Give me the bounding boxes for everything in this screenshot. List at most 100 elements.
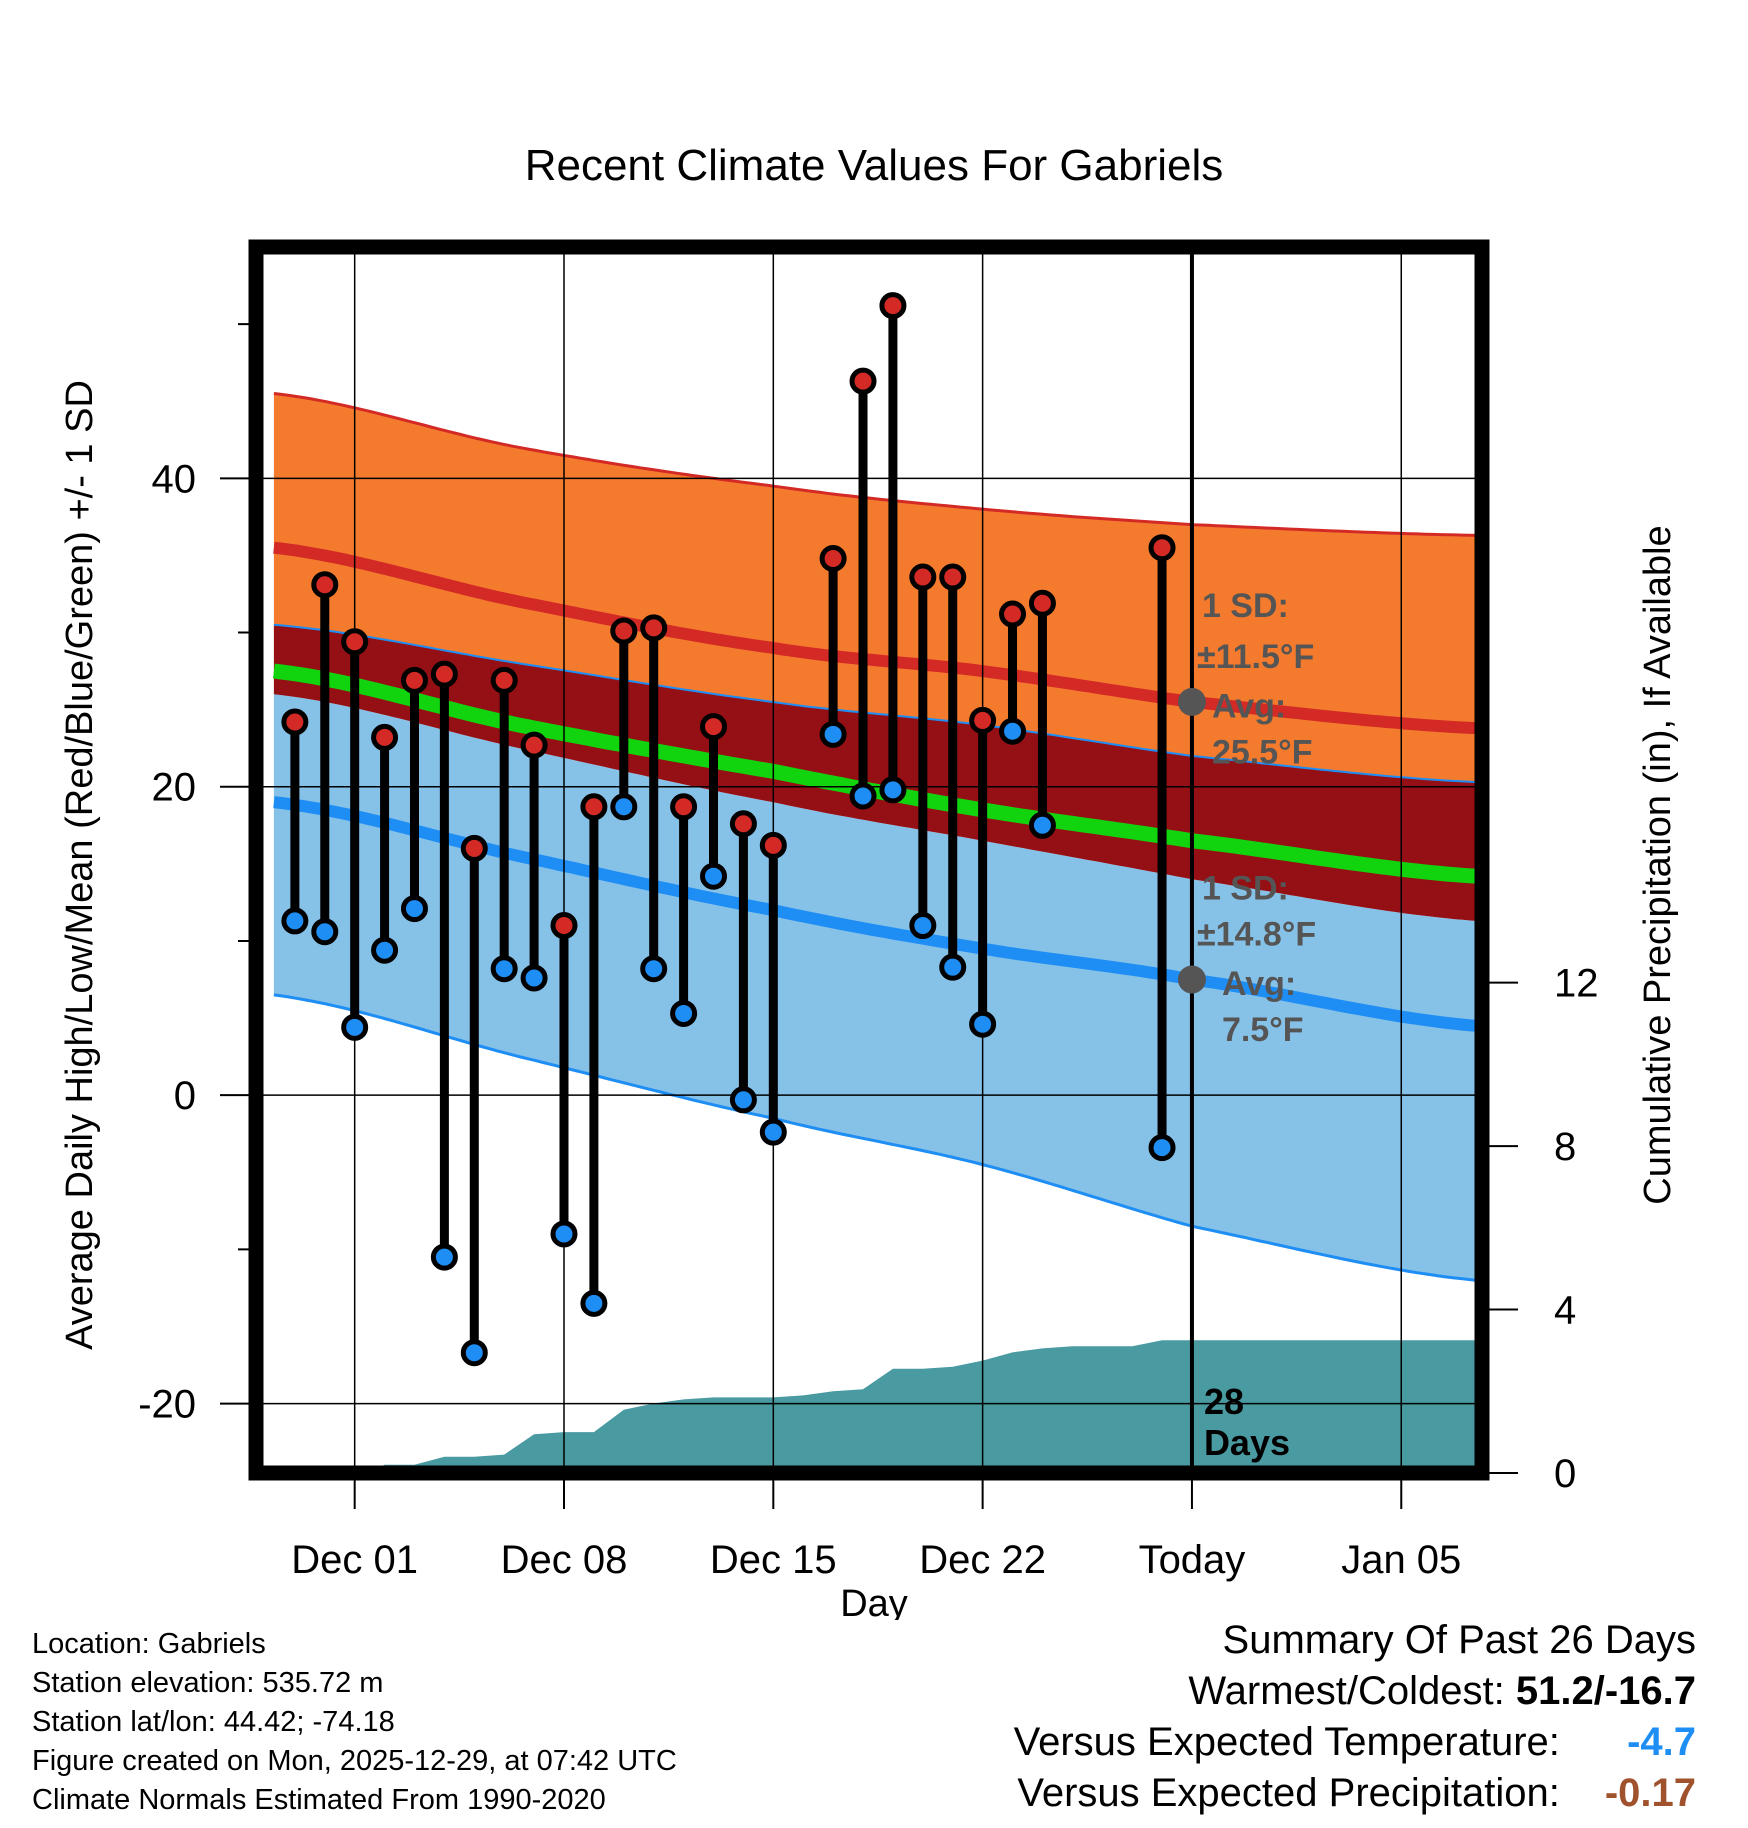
y-tick-label-right: 12 bbox=[1554, 962, 1599, 1006]
high-point bbox=[759, 831, 787, 859]
high-avg-label: Avg: bbox=[1212, 687, 1286, 725]
low-sd-value: ±14.8°F bbox=[1197, 916, 1316, 954]
low-point bbox=[1148, 1134, 1176, 1162]
low-point bbox=[460, 1339, 488, 1367]
high-point bbox=[999, 600, 1027, 628]
high-sd-value: ±11.5°F bbox=[1197, 638, 1314, 676]
low-point bbox=[879, 776, 907, 804]
warm-cold-value: 51.2/-16.7 bbox=[1515, 1669, 1696, 1713]
precip-label: Versus Expected Precipitation: bbox=[1017, 1771, 1560, 1815]
low-point bbox=[281, 907, 309, 935]
low-point bbox=[610, 793, 638, 821]
temp-value: -4.7 bbox=[1627, 1720, 1696, 1764]
high-point bbox=[819, 545, 847, 573]
y-tick-label-left: -20 bbox=[138, 1383, 196, 1427]
low-point bbox=[550, 1220, 578, 1248]
low-point bbox=[759, 1118, 787, 1146]
days-count: 28 bbox=[1204, 1381, 1244, 1422]
high-point bbox=[400, 666, 428, 694]
x-tick-label: Dec 22 bbox=[919, 1538, 1046, 1582]
high-sd-upper-line bbox=[273, 392, 1477, 537]
high-point bbox=[849, 367, 877, 395]
plot-content: 1 SD: ±11.5°F Avg: 25.5°F 1 SD: ±14.8°F Avg: 7.… bbox=[256, 247, 1482, 1473]
precip-value: -0.17 bbox=[1604, 1771, 1696, 1815]
high-point bbox=[341, 628, 369, 656]
high-point bbox=[640, 614, 668, 642]
low-point bbox=[1028, 811, 1056, 839]
meta-elevation: Station elevation: 535.72 m bbox=[32, 1667, 384, 1699]
temp-label: Versus Expected Temperature: bbox=[1013, 1720, 1560, 1764]
summary-precip-row: Versus Expected Precipitation: -0.17 bbox=[1014, 1768, 1696, 1819]
summary-panel: Summary Of Past 26 Days Warmest/Coldest:… bbox=[1014, 1615, 1696, 1819]
low-sd-band bbox=[273, 694, 1476, 1281]
y-tick-label-left: 20 bbox=[152, 766, 197, 810]
low-point bbox=[729, 1086, 757, 1114]
summary-temp-row: Versus Expected Temperature: -4.7 bbox=[1014, 1717, 1696, 1768]
high-point bbox=[729, 810, 757, 838]
low-point bbox=[700, 862, 728, 890]
chart-title: Recent Climate Values For Gabriels bbox=[525, 141, 1224, 190]
low-point bbox=[430, 1243, 458, 1271]
low-point bbox=[999, 717, 1027, 745]
low-point bbox=[969, 1010, 997, 1038]
high-point bbox=[969, 706, 997, 734]
high-sd-label: 1 SD: bbox=[1202, 587, 1289, 625]
meta-latlon: Station lat/lon: 44.42; -74.18 bbox=[32, 1706, 395, 1738]
low-point bbox=[849, 782, 877, 810]
high-point bbox=[909, 563, 937, 591]
low-point bbox=[909, 912, 937, 940]
low-avg-marker bbox=[1177, 965, 1206, 994]
high-point bbox=[520, 731, 548, 759]
high-sd-lower-line bbox=[273, 623, 1477, 784]
low-point bbox=[819, 720, 847, 748]
low-point bbox=[371, 936, 399, 964]
meta-normals: Climate Normals Estimated From 1990-2020 bbox=[32, 1784, 606, 1816]
high-point bbox=[700, 713, 728, 741]
axes: -20 0 20 40 0 4 8 12 Dec 01 Dec 08 Dec 15 Dec 22 Tod… bbox=[138, 239, 1599, 1582]
days-label: Days bbox=[1204, 1422, 1290, 1463]
x-tick-label: Jan 05 bbox=[1341, 1538, 1461, 1582]
x-tick-label: Dec 08 bbox=[501, 1538, 628, 1582]
high-point bbox=[460, 834, 488, 862]
high-sd-band bbox=[273, 393, 1476, 783]
meta-created: Figure created on Mon, 2025-12-29, at 07… bbox=[32, 1745, 677, 1777]
low-point bbox=[640, 955, 668, 983]
high-point bbox=[1028, 589, 1056, 617]
x-axis-label: Day bbox=[840, 1583, 908, 1620]
summary-warm-cold-row: Warmest/Coldest: 51.2/-16.7 bbox=[1014, 1666, 1696, 1717]
y-axis-label-left: Average Daily High/Low/Mean (Red/Blue/Gr… bbox=[59, 380, 101, 1350]
warm-cold-label: Warmest/Coldest: bbox=[1188, 1669, 1505, 1713]
low-point bbox=[400, 895, 428, 923]
y-tick-label-right: 8 bbox=[1554, 1125, 1576, 1169]
x-tick-label: Dec 01 bbox=[291, 1538, 418, 1582]
high-point bbox=[1148, 534, 1176, 562]
low-sd-label: 1 SD: bbox=[1202, 869, 1289, 907]
plot-area: 1 SD: ±11.5°F Avg: 25.5°F 1 SD: ±14.8°F Avg: 7.… bbox=[256, 247, 1482, 1473]
low-point bbox=[311, 918, 339, 946]
low-point bbox=[939, 953, 967, 981]
high-point bbox=[610, 617, 638, 645]
high-point bbox=[939, 563, 967, 591]
y-tick-label-right: 4 bbox=[1554, 1289, 1576, 1333]
climate-chart: Recent Climate Values For Gabriels 1 SD:… bbox=[59, 141, 1679, 1620]
high-avg-marker bbox=[1177, 687, 1206, 716]
low-point bbox=[670, 999, 698, 1027]
low-avg-label: Avg: bbox=[1222, 965, 1296, 1003]
high-avg-line bbox=[273, 541, 1477, 735]
high-point bbox=[670, 793, 698, 821]
high-avg-value: 25.5°F bbox=[1212, 734, 1313, 772]
meta-location: Location: Gabriels bbox=[32, 1628, 266, 1660]
plot-frame bbox=[248, 239, 1490, 1481]
mean-band bbox=[273, 624, 1476, 921]
station-metadata: Location: Gabriels Station elevation: 53… bbox=[32, 1625, 677, 1820]
y-tick-label-left: 0 bbox=[174, 1074, 196, 1118]
low-avg-value: 7.5°F bbox=[1222, 1011, 1304, 1049]
precip-area bbox=[273, 1340, 1476, 1473]
y-axis-label-right: Cumulative Precipitation (in), If Availa… bbox=[1637, 525, 1679, 1204]
high-point bbox=[580, 793, 608, 821]
low-point bbox=[520, 964, 548, 992]
high-point bbox=[430, 660, 458, 688]
low-point bbox=[341, 1013, 369, 1041]
summary-title: Summary Of Past 26 Days bbox=[1222, 1618, 1696, 1662]
y-tick-label-left: 40 bbox=[152, 457, 197, 501]
